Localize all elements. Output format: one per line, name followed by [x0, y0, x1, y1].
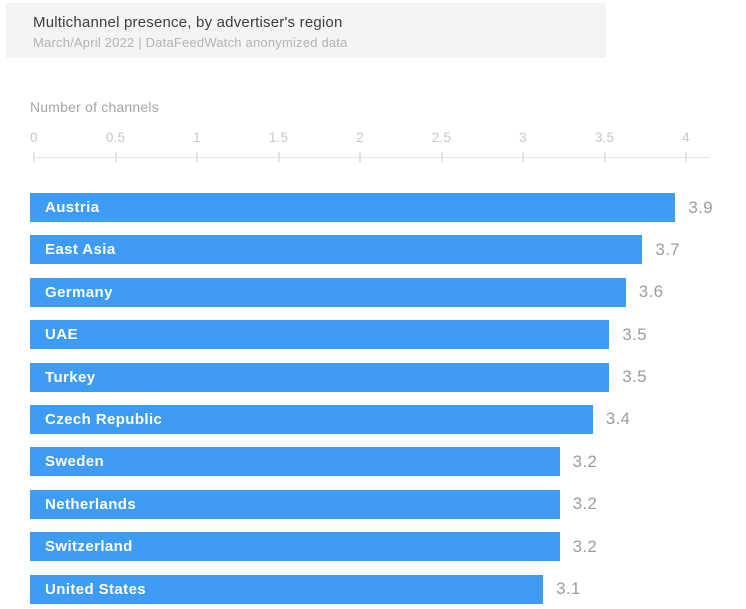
bar-value-label: 3.7: [655, 239, 680, 259]
bar-value-label: 3.5: [622, 324, 647, 344]
bar-row-uae: UAE 3.5: [30, 320, 746, 350]
bar-row-netherlands: Netherlands 3.2: [30, 489, 746, 519]
bar-sweden: Sweden: [30, 447, 560, 477]
x-axis-tick-label: 1: [193, 130, 201, 145]
x-axis-tick-mark: [196, 152, 198, 162]
bar-value-label: 3.1: [556, 579, 581, 599]
bar-value-label: 3.9: [688, 197, 713, 217]
x-axis-tick-mark: [359, 152, 361, 162]
x-axis-tick-mark: [685, 152, 687, 162]
x-axis-tick-mark: [114, 152, 117, 162]
x-axis-tick-label: 3: [519, 130, 527, 145]
bar-turkey: Turkey: [30, 362, 610, 392]
bar-austria: Austria: [30, 193, 676, 222]
x-axis-tick-label: 4: [682, 130, 690, 145]
bar-category-label: East Asia: [45, 241, 116, 259]
bar-czech-republic: Czech Republic: [30, 404, 593, 434]
bar-value-label: 3.5: [622, 367, 647, 387]
x-axis-tick-label: 1.5: [268, 130, 289, 145]
bar-east-asia: East Asia: [30, 235, 643, 265]
bar-category-label: Switzerland: [45, 538, 133, 556]
x-axis-tick-mark: [277, 152, 280, 162]
bar-uae: UAE: [30, 320, 610, 350]
bar-row-czech-republic: Czech Republic 3.4: [30, 404, 746, 434]
chart-title: Multichannel presence, by advertiser's r…: [33, 14, 343, 31]
bar-rows: Austria 3.9 East Asia 3.7 Germany 3.6 UAE 3.5 Tu…: [30, 193, 746, 604]
x-axis-tick-label: 0.5: [105, 130, 126, 145]
x-axis-tick-label: 2: [356, 130, 364, 145]
bar-value-label: 3.2: [572, 536, 598, 556]
x-axis-line: [33, 157, 710, 158]
x-axis-tick-mark: [603, 152, 606, 162]
x-axis-tick-mark: [522, 152, 524, 162]
x-axis-title: Number of channels: [30, 99, 159, 115]
bar-value-label: 3.2: [572, 451, 598, 471]
bar-netherlands: Netherlands: [30, 489, 560, 519]
bar-row-turkey: Turkey 3.5: [30, 362, 746, 392]
bar-united-states: United States: [30, 574, 544, 604]
x-axis-tick-mark: [33, 152, 35, 162]
x-axis-tick-label: 0: [30, 130, 38, 145]
bar-value-label: 3.2: [572, 494, 598, 514]
bar-category-label: Germany: [45, 283, 113, 301]
bar-row-sweden: Sweden 3.2: [30, 447, 746, 477]
bar-row-east-asia: East Asia 3.7: [30, 235, 746, 265]
bar-value-label: 3.4: [605, 409, 631, 429]
bar-category-label: Turkey: [45, 368, 96, 386]
bar-category-label: Austria: [45, 199, 100, 216]
x-axis-tick-mark: [440, 152, 443, 162]
bar-category-label: Sweden: [45, 453, 105, 471]
chart-header: Multichannel presence, by advertiser's r…: [6, 3, 606, 58]
bar-value-label: 3.6: [638, 282, 664, 302]
x-axis-tick-label: 3.5: [594, 130, 615, 145]
bar-germany: Germany: [30, 277, 626, 307]
bar-row-united-states: United States 3.1: [30, 574, 746, 604]
x-axis-tick-label: 2.5: [431, 130, 452, 145]
bar-category-label: UAE: [45, 326, 78, 344]
bar-category-label: United States: [45, 580, 147, 598]
x-axis-tick-labels: 0 0.5 1 1.5 2 2.5 3 3.5 4: [0, 130, 746, 148]
bar-row-switzerland: Switzerland 3.2: [30, 532, 746, 562]
bar-category-label: Czech Republic: [45, 410, 163, 428]
bar-switzerland: Switzerland: [30, 532, 560, 562]
bar-category-label: Netherlands: [45, 495, 137, 513]
bar-row-germany: Germany 3.6: [30, 277, 746, 307]
bar-row-austria: Austria 3.9: [30, 193, 746, 222]
chart-subtitle: March/April 2022 | DataFeedWatch anonymi…: [33, 35, 348, 50]
